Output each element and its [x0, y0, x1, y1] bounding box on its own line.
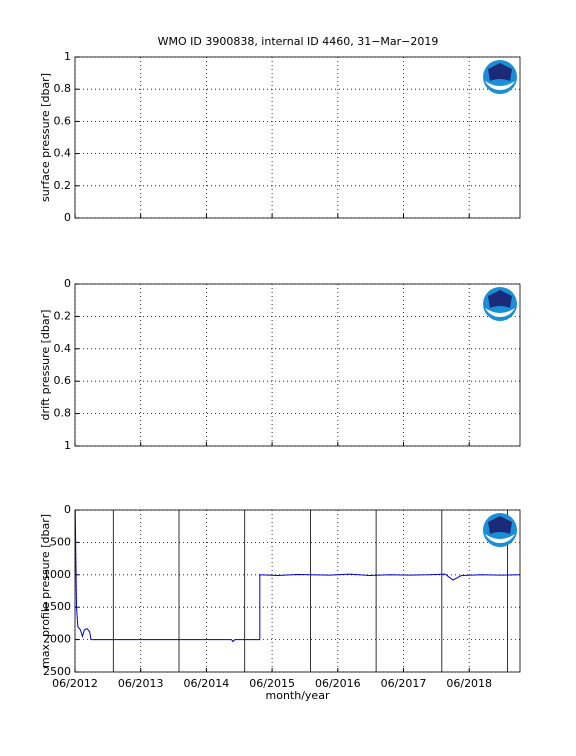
y-axis-label: drift pressure [dbar]	[39, 310, 52, 421]
y-tick-label: 1	[64, 439, 71, 452]
y-tick-label: 1	[64, 50, 71, 63]
y-tick-label: 2000	[43, 633, 71, 646]
y-tick-label: 1000	[43, 568, 71, 581]
x-tick-label: 06/2016	[315, 677, 361, 690]
noaa-logo	[483, 60, 517, 94]
y-tick-label: 0.4	[54, 147, 72, 160]
x-tick-label: 06/2014	[184, 677, 230, 690]
axes-box	[74, 56, 521, 219]
x-tick-label: 06/2012	[52, 677, 98, 690]
y-tick-label: 0.8	[54, 82, 72, 95]
y-tick-label: 0.2	[54, 309, 72, 322]
x-tick-label: 06/2017	[381, 677, 427, 690]
y-tick-label: 0.6	[54, 114, 72, 127]
axes-box	[74, 509, 521, 673]
y-tick-label: 0.2	[54, 179, 72, 192]
y-axis-label: surface pressure [dbar]	[39, 73, 52, 202]
y-tick-label: 0	[64, 211, 71, 224]
x-tick-label: 06/2015	[249, 677, 295, 690]
y-axis-label: max. profile pressure [dbar]	[39, 514, 52, 668]
y-tick-label: 500	[50, 535, 71, 548]
y-tick-label: 0.6	[54, 374, 72, 387]
data-line	[74, 509, 521, 643]
y-tick-label: 0.4	[54, 342, 72, 355]
y-tick-label: 0	[64, 277, 71, 290]
y-tick-label: 2500	[43, 665, 71, 678]
x-tick-label: 06/2018	[446, 677, 492, 690]
axes-box	[74, 283, 521, 447]
noaa-logo	[483, 287, 517, 321]
y-tick-label: 1500	[43, 600, 71, 613]
y-tick-label: 0	[64, 503, 71, 516]
noaa-logo	[483, 513, 517, 547]
x-axis-label: month/year	[266, 689, 330, 702]
chart-title: WMO ID 3900838, internal ID 4460, 31−Mar…	[158, 35, 439, 48]
x-tick-label: 06/2013	[118, 677, 164, 690]
y-tick-label: 0.8	[54, 407, 72, 420]
